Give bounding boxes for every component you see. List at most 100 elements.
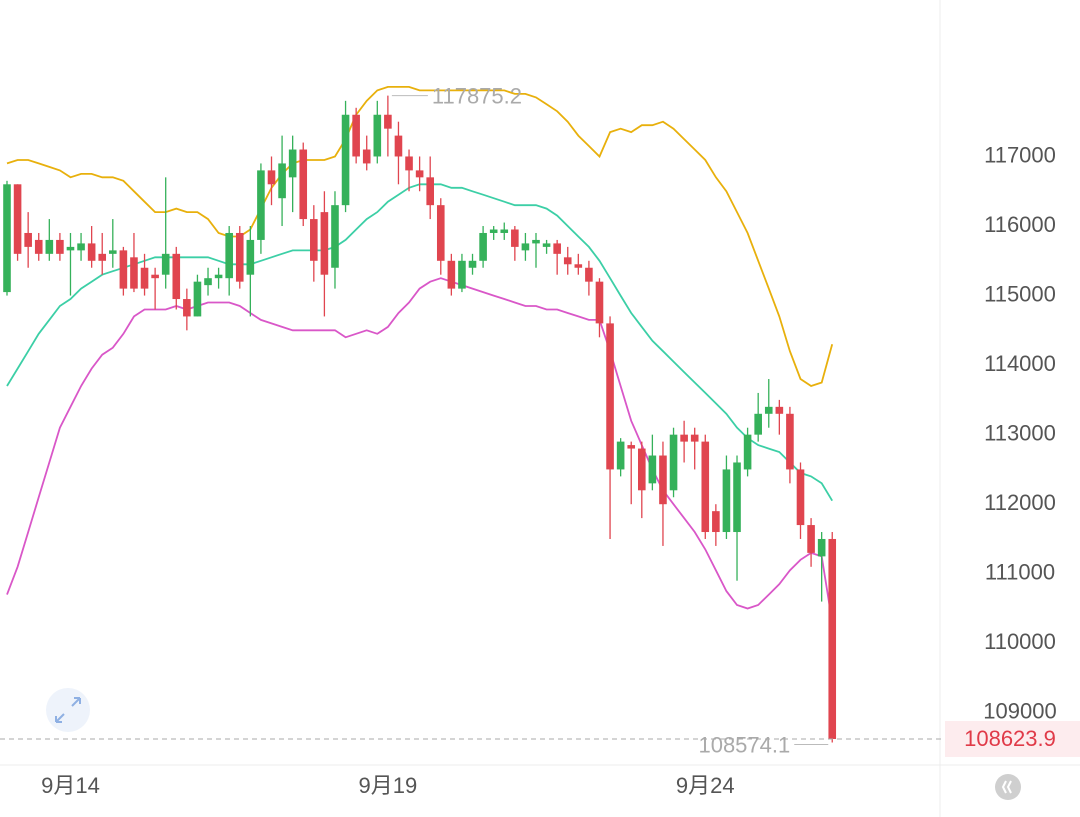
expand-bg[interactable] xyxy=(46,688,90,732)
candle-body xyxy=(278,163,286,199)
min-label: 108574.1 xyxy=(698,732,790,757)
plot xyxy=(3,86,837,743)
candle-body xyxy=(66,246,75,251)
candle-body xyxy=(310,219,318,261)
candle-body xyxy=(585,267,593,282)
y-tick-label: 111000 xyxy=(985,560,1055,585)
max-label: 117875.2 xyxy=(432,83,522,108)
candle-body xyxy=(246,239,255,275)
candle-body xyxy=(563,257,572,265)
candle-body xyxy=(712,511,720,533)
candle-body xyxy=(362,149,371,164)
band-line xyxy=(6,277,834,623)
y-tick-label: 117000 xyxy=(984,142,1056,167)
x-tick-label: 9月19 xyxy=(359,773,418,798)
candle-body xyxy=(204,278,212,286)
candle-body xyxy=(500,229,509,233)
price-axis-bg xyxy=(940,0,1080,817)
candle-body xyxy=(109,250,117,254)
candle-body xyxy=(458,260,466,289)
candle-body xyxy=(98,253,107,261)
candle-body xyxy=(56,239,64,254)
candle-body xyxy=(161,253,170,275)
candle-body xyxy=(489,229,498,233)
candle-body xyxy=(352,114,360,157)
candle-body xyxy=(267,170,276,185)
candle-body xyxy=(722,469,731,533)
expand-icon[interactable] xyxy=(55,697,81,723)
candle-body xyxy=(119,250,128,289)
y-tick-label: 112000 xyxy=(984,490,1056,515)
band-line xyxy=(6,86,834,387)
candle-body xyxy=(680,434,688,442)
candle-body xyxy=(331,205,339,268)
candle-body xyxy=(3,184,11,293)
candle-body xyxy=(34,239,43,254)
candle-body xyxy=(45,239,54,254)
candle-body xyxy=(807,525,815,553)
candle-body xyxy=(606,323,614,470)
candle-body xyxy=(77,243,85,251)
candle-body xyxy=(183,299,191,317)
price-tag xyxy=(945,720,1080,757)
y-tick-label: 115000 xyxy=(984,281,1056,306)
candle-body xyxy=(447,260,456,289)
candle-body xyxy=(214,274,223,279)
candle-body xyxy=(595,281,604,324)
candle-body xyxy=(373,114,382,157)
candle-body xyxy=(130,257,138,289)
x-tick-label: 9月14 xyxy=(41,773,100,798)
candle-body xyxy=(648,455,657,484)
candle-body xyxy=(320,212,329,275)
candle-body xyxy=(172,253,181,300)
candle-body xyxy=(659,455,667,505)
candle-body xyxy=(521,243,530,251)
candle-body xyxy=(151,274,159,279)
candle-body xyxy=(511,229,519,247)
x-tick-label: 9月24 xyxy=(676,773,735,798)
candle-body xyxy=(257,170,265,240)
candle-body xyxy=(479,232,487,261)
candle-body xyxy=(288,149,297,178)
y-tick-label: 110000 xyxy=(984,629,1056,654)
candle-body xyxy=(796,469,805,526)
y-tick-label: 109000 xyxy=(983,699,1056,724)
candle-body xyxy=(405,156,413,171)
candle-body xyxy=(341,114,350,206)
candle-body xyxy=(426,177,434,206)
candle-body xyxy=(299,149,308,220)
candle-body xyxy=(394,135,403,157)
candle-body xyxy=(786,413,794,470)
expand-button[interactable] xyxy=(46,688,90,732)
candle-body xyxy=(775,406,784,414)
y-tick-label: 114000 xyxy=(984,351,1056,376)
candle-body xyxy=(627,445,636,449)
candle-body xyxy=(733,462,741,533)
candle-body xyxy=(817,538,826,557)
candle-body xyxy=(235,232,244,282)
candle-body xyxy=(690,434,699,442)
candle-body xyxy=(638,448,646,491)
reset-button[interactable] xyxy=(995,774,1021,800)
y-tick-label: 113000 xyxy=(984,420,1056,445)
candle-body xyxy=(701,441,710,533)
candle-body xyxy=(574,264,583,268)
candle-body xyxy=(24,232,32,247)
y-tick-label: 116000 xyxy=(984,212,1056,237)
candle-body xyxy=(468,260,477,268)
candle-body xyxy=(828,538,837,739)
candle-body xyxy=(553,243,561,254)
candle-body xyxy=(415,170,424,178)
candle-body xyxy=(13,184,22,254)
candle-body xyxy=(384,114,392,129)
candle-body xyxy=(436,205,445,261)
candle-body xyxy=(140,267,149,289)
candle-body xyxy=(764,406,773,414)
candle-body xyxy=(542,243,551,247)
candle-body xyxy=(225,232,233,279)
candle-body xyxy=(669,434,678,491)
candle-body xyxy=(616,441,625,470)
reset-icon[interactable] xyxy=(1001,780,1012,794)
